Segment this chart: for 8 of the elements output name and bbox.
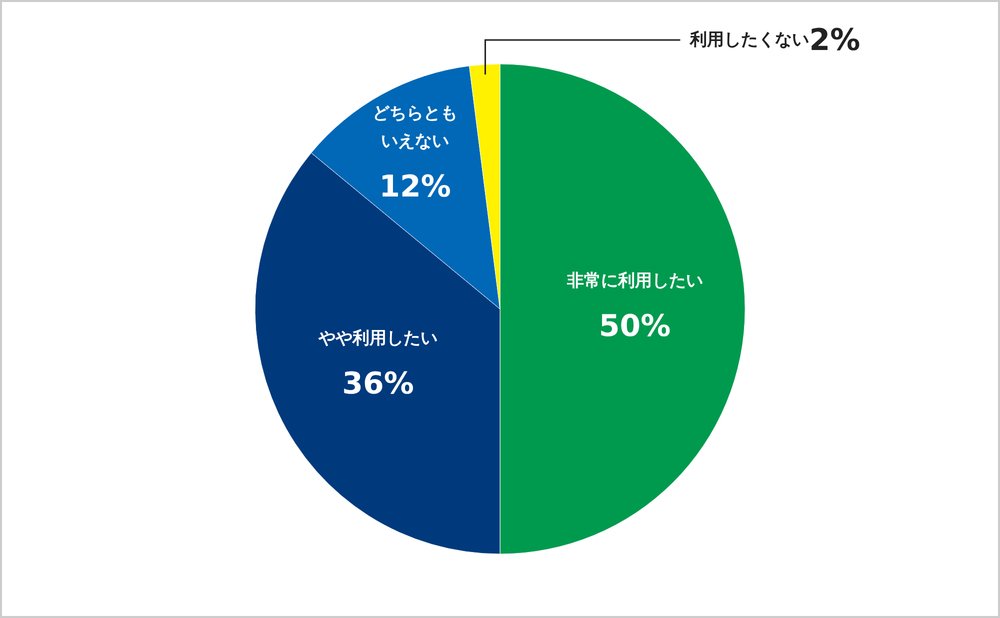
slice-label: どちらともいえない <box>372 103 458 152</box>
slice-label: 非常に利用したい <box>566 271 703 291</box>
data-label: 36% <box>342 366 414 402</box>
data-label: 2% <box>809 22 860 58</box>
data-label: 12% <box>379 169 451 204</box>
data-label: 50% <box>598 309 671 344</box>
slice-label: 利用したくない <box>689 30 810 50</box>
slice-label: やや利用したい <box>318 328 438 348</box>
